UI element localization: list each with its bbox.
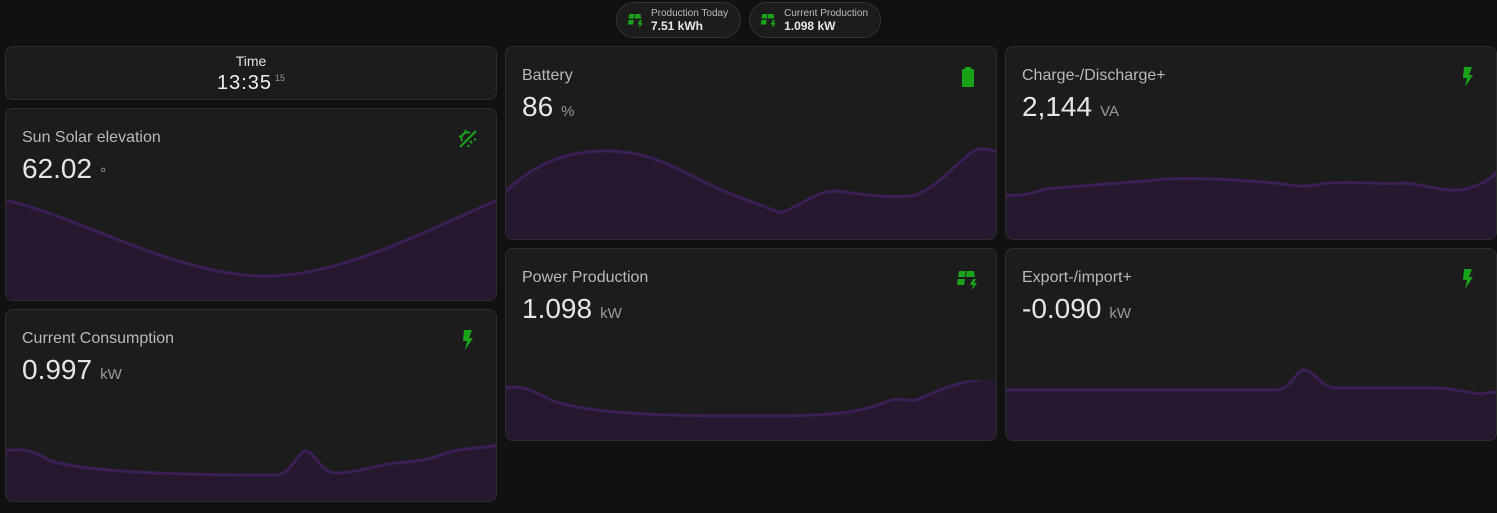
sun-elevation-card[interactable]: Sun Solar elevation 62.02 ° (5, 108, 497, 301)
card-state: 0.997 kW (22, 354, 122, 386)
history-graph (506, 147, 996, 239)
card-unit: kW (600, 305, 622, 322)
card-value: 1.098 (522, 293, 593, 324)
weather-sunset-icon (458, 129, 477, 148)
card-unit: kW (1109, 305, 1132, 322)
card-title: Export-/import+ (1022, 269, 1132, 286)
chip-label: Production Today (650, 8, 729, 19)
current-consumption-card[interactable]: Current Consumption 0.997 kW (5, 309, 497, 502)
card-value: 0.997 (22, 354, 93, 385)
card-state: 2,144 VA (1022, 91, 1119, 123)
card-value: 86 (522, 91, 554, 122)
solar-power-icon (957, 271, 977, 290)
history-graph (6, 443, 496, 501)
solar-power-icon (627, 11, 645, 29)
card-value: 62.02 (22, 153, 93, 184)
chip-value: 7.51 kWh (650, 19, 704, 33)
time-card[interactable]: Time 13:35 15 (5, 46, 497, 100)
solar-power-icon (760, 11, 778, 29)
battery-card[interactable]: Battery 86 % (505, 46, 997, 240)
history-graph (1006, 368, 1496, 440)
battery-icon (962, 67, 974, 87)
time-value: 13:35 15 (216, 72, 286, 94)
history-graph (6, 200, 496, 300)
chip-current-production[interactable]: Current Production 1.098 kW (749, 2, 882, 38)
chip-value: 1.098 kW (784, 19, 836, 33)
card-title: Power Production (522, 269, 649, 286)
time-seconds: 15 (275, 73, 286, 84)
flash-icon (1463, 269, 1473, 289)
export-import-card[interactable]: Export-/import+ -0.090 kW (1005, 248, 1497, 441)
card-title: Charge-/Discharge+ (1022, 67, 1166, 84)
card-state: -0.090 kW (1022, 293, 1131, 325)
card-unit: kW (100, 366, 122, 383)
chip-production-today[interactable]: Production Today 7.51 kWh (615, 2, 742, 38)
card-state: 86 % (522, 91, 575, 123)
power-production-card[interactable]: Power Production 1.098 kW (505, 248, 997, 441)
header-chips: Production Today 7.51 kWh Current Produc… (0, 2, 1497, 38)
charge-discharge-card[interactable]: Charge-/Discharge+ 2,144 VA (1005, 46, 1497, 240)
card-title: Current Consumption (22, 330, 175, 347)
chip-label: Current Production (784, 8, 869, 19)
card-value: 2,144 (1022, 91, 1093, 122)
card-unit: % (561, 103, 575, 120)
card-title: Sun Solar elevation (22, 129, 161, 146)
card-value: -0.090 (1022, 293, 1102, 324)
card-unit: VA (1100, 103, 1119, 120)
card-title: Battery (522, 67, 573, 84)
time-label: Time (235, 53, 267, 69)
card-state: 1.098 kW (522, 293, 622, 325)
flash-icon (1463, 67, 1473, 87)
card-unit: ° (100, 165, 107, 182)
card-state: 62.02 ° (22, 153, 106, 185)
history-graph (506, 380, 996, 440)
flash-icon (463, 330, 473, 350)
history-graph (1006, 170, 1496, 239)
